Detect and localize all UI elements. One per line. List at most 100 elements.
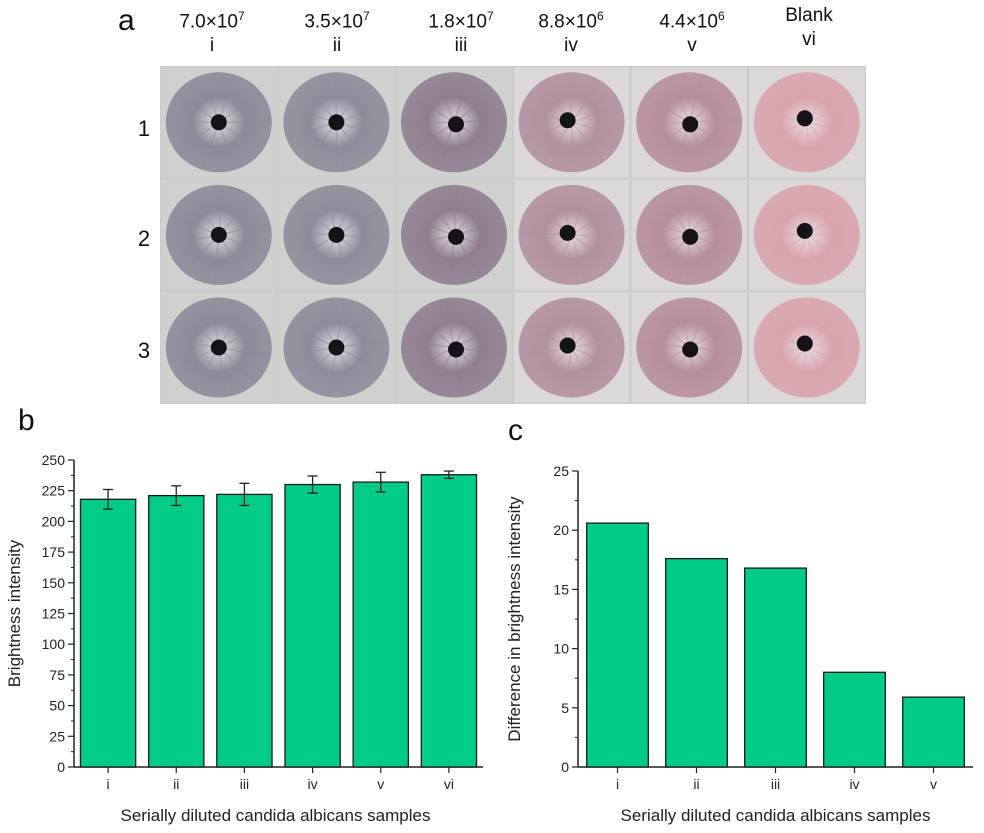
center-dot xyxy=(448,116,464,133)
disc-fiber xyxy=(571,346,618,369)
disc-fiber xyxy=(177,94,220,123)
disc-fiber xyxy=(806,122,812,170)
x-tick-label: iv xyxy=(849,776,859,792)
center-dot xyxy=(682,341,699,358)
disc-fiber xyxy=(293,234,337,261)
column-header-iii: 1.8×107 iii xyxy=(406,4,516,58)
disc-fiber xyxy=(570,347,597,390)
disc-fiber xyxy=(806,121,840,159)
column-header-ii: 3.5×107 ii xyxy=(282,4,392,58)
x-tick-label: i xyxy=(616,776,619,792)
disc-fiber xyxy=(571,234,622,238)
disc-fiber xyxy=(405,234,455,248)
disc-fiber xyxy=(641,218,690,236)
disc-fiber xyxy=(169,338,219,349)
disc-fiber xyxy=(453,304,477,348)
y-tick-label: 10 xyxy=(553,641,569,657)
disc-fiber xyxy=(336,121,385,137)
disc-fiber xyxy=(436,77,455,123)
disc-fiber xyxy=(218,346,269,357)
photo-tile-1-v xyxy=(631,67,747,178)
bar-v xyxy=(352,481,410,768)
disc-fiber xyxy=(218,94,260,123)
concentration-base: 3.5×10 xyxy=(304,11,363,33)
disc-fiber xyxy=(453,76,469,123)
disc-fiber xyxy=(286,230,337,236)
y-tick-label: 25 xyxy=(49,728,65,744)
disc-fiber xyxy=(806,121,856,135)
disc-fiber xyxy=(806,336,856,349)
disc-fiber xyxy=(564,347,573,395)
disc-fiber xyxy=(806,234,848,264)
disc-fiber xyxy=(571,312,607,349)
sample-id: vi xyxy=(802,29,816,50)
disc-fiber xyxy=(571,121,604,160)
y-tick-label: 5 xyxy=(561,700,569,716)
disc-fiber xyxy=(291,325,337,349)
disc-fiber xyxy=(288,107,337,124)
bar-iii xyxy=(744,567,807,768)
center-dot xyxy=(559,224,576,241)
disc-fiber xyxy=(688,323,734,349)
center-dot xyxy=(448,341,464,358)
disc-fiber xyxy=(571,234,612,265)
concentration-base: 7.0×10 xyxy=(179,11,238,33)
center-dot xyxy=(796,335,813,352)
disc-fiber xyxy=(670,78,690,123)
disc-fiber xyxy=(760,121,808,141)
center-dot xyxy=(210,226,227,243)
y-tick-label: 225 xyxy=(42,483,66,499)
disc-fiber xyxy=(639,121,690,126)
disc-fiber xyxy=(806,234,823,281)
concentration-base: 8.8×10 xyxy=(538,11,597,33)
disc-fiber xyxy=(404,121,455,125)
disc-fiber xyxy=(639,341,690,349)
disc-fiber xyxy=(172,215,220,236)
column-header-v: 4.4×106 v xyxy=(637,4,747,58)
disc-fiber xyxy=(453,93,495,123)
disc-fiber xyxy=(218,121,260,151)
disc-fiber xyxy=(412,95,455,123)
disc-fiber xyxy=(183,313,220,349)
disc-fiber xyxy=(801,347,808,395)
center-dot xyxy=(448,228,464,245)
photo-tile-2-iii xyxy=(396,179,512,291)
disc-fiber xyxy=(688,304,711,348)
x-axis-label: Serially diluted candida albicans sample… xyxy=(621,806,931,825)
disc-fiber xyxy=(806,346,853,368)
disc-fiber xyxy=(336,339,386,349)
disc-fiber xyxy=(404,340,455,349)
disc-fiber xyxy=(779,121,808,163)
disc-fiber xyxy=(335,313,373,349)
y-axis-label: Brightness intensity xyxy=(5,539,24,687)
x-tick-label: iii xyxy=(771,776,780,792)
disc-fiber xyxy=(407,217,455,236)
disc-fiber xyxy=(789,234,808,280)
concentration-label: 1.8×107 xyxy=(406,4,516,34)
y-tick-label: 15 xyxy=(553,581,569,597)
disc-fiber xyxy=(772,346,808,384)
panel-b-letter: b xyxy=(18,404,35,437)
y-tick-label: 200 xyxy=(42,513,66,529)
concentration-exponent: 6 xyxy=(717,9,725,23)
y-tick-label: 20 xyxy=(553,522,569,538)
sample-id: v xyxy=(687,35,697,57)
y-tick-label: 50 xyxy=(49,698,65,714)
sample-id: ii xyxy=(332,35,342,57)
photo-grid xyxy=(160,66,866,404)
x-tick-label: ii xyxy=(173,776,179,792)
y-tick-label: 150 xyxy=(42,575,66,591)
disc-fiber xyxy=(688,91,729,123)
photo-background xyxy=(160,66,866,404)
disc-fiber xyxy=(444,301,455,348)
disc-fiber xyxy=(453,187,458,235)
row-label-3: 3 xyxy=(137,338,151,363)
disc-fiber xyxy=(218,223,268,236)
bar-iv xyxy=(284,483,341,768)
column-header-iv: 8.8×106 iv xyxy=(516,4,626,58)
photo-tile-1-iv xyxy=(513,67,630,178)
y-tick-label: 75 xyxy=(49,667,65,683)
disc-fiber xyxy=(806,234,857,237)
panel-c-letter: c xyxy=(508,414,523,447)
disc-fiber xyxy=(185,234,220,271)
